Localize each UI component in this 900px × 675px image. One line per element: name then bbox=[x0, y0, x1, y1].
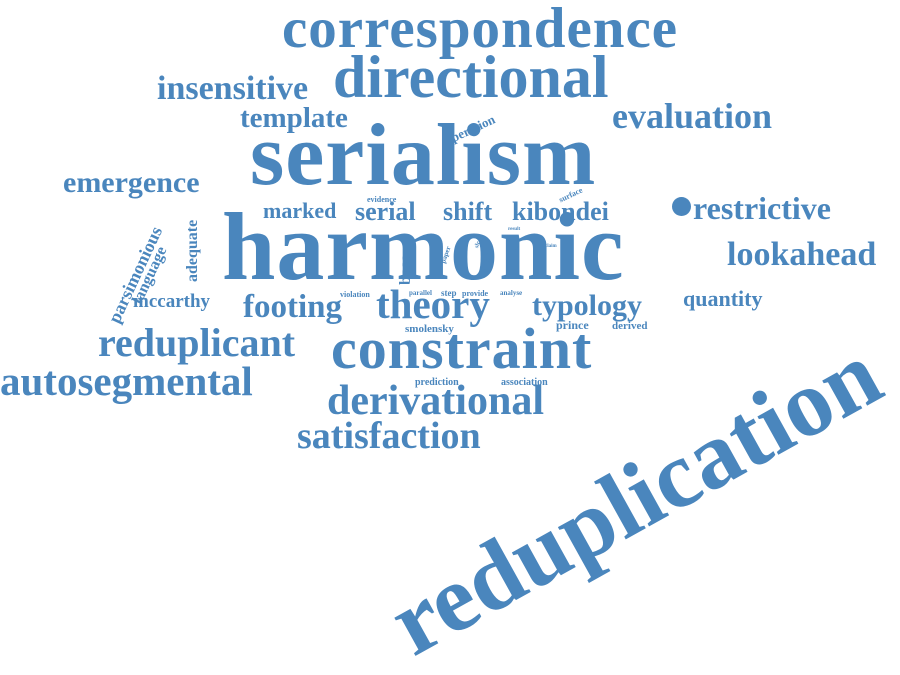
word-analyse: analyse bbox=[500, 289, 523, 297]
word-derivational: derivational bbox=[327, 378, 544, 424]
word-quantity: quantity bbox=[683, 286, 763, 311]
word-step: step bbox=[441, 288, 457, 298]
word-single: single bbox=[481, 252, 490, 272]
word-autosegmental: autosegmental bbox=[0, 358, 253, 404]
word-lookahead: lookahead bbox=[727, 236, 877, 273]
word-typology: typology bbox=[532, 289, 643, 322]
word-marked: marked bbox=[263, 198, 337, 223]
word-correspondence: correspondence bbox=[282, 0, 679, 60]
word-reduplicant: reduplicant bbox=[98, 320, 296, 365]
word-satisfaction: satisfaction bbox=[297, 415, 481, 457]
word-evidence: evidence bbox=[367, 195, 397, 204]
word-smolensky: smolensky bbox=[405, 323, 454, 335]
word-serial: serial bbox=[355, 197, 416, 226]
word-constraint: constraint bbox=[331, 316, 593, 381]
word-serialism: serialism bbox=[250, 107, 597, 204]
word-theory: theory bbox=[376, 281, 490, 327]
dot-mark bbox=[672, 197, 691, 216]
word-prince: prince bbox=[556, 318, 589, 332]
word-evaluation: evaluation bbox=[612, 96, 773, 136]
word-harmonic: harmonic bbox=[222, 193, 625, 300]
word-kibondei: kibondei bbox=[512, 197, 609, 226]
word-insensitive: insensitive bbox=[157, 70, 309, 107]
word-claim: claim bbox=[545, 244, 557, 249]
word-template: template bbox=[240, 102, 348, 134]
word-emergence: emergence bbox=[63, 166, 200, 199]
word-provide: provide bbox=[462, 289, 489, 298]
word-derived: derived bbox=[612, 320, 648, 332]
word-directional: directional bbox=[333, 44, 609, 110]
word-prediction: prediction bbox=[415, 377, 459, 388]
word-shift: shift bbox=[443, 197, 493, 226]
word-adequate: adequate bbox=[184, 219, 201, 282]
word-mccarthy: mccarthy bbox=[133, 291, 211, 312]
word-parallel: parallel bbox=[409, 289, 432, 297]
word-association: association bbox=[501, 377, 548, 388]
word-f: f bbox=[462, 241, 464, 247]
word-footing: footing bbox=[243, 289, 342, 325]
word-violation: violation bbox=[340, 290, 370, 299]
word-result: result bbox=[508, 227, 521, 232]
word-restrictive: restrictive bbox=[693, 190, 831, 226]
